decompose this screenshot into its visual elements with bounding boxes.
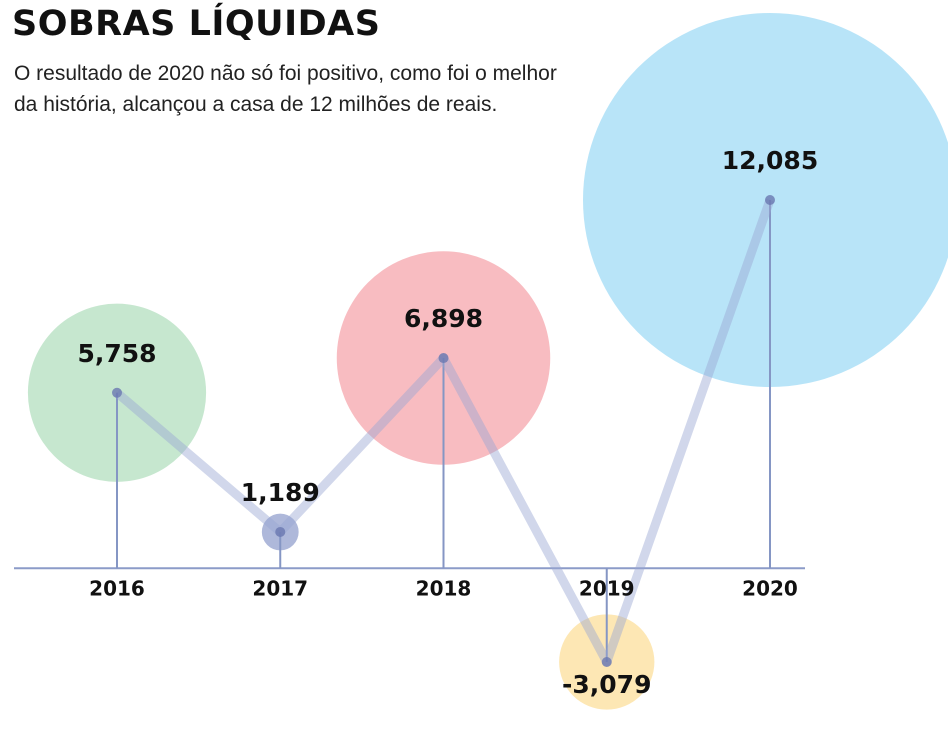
x-tick-label: 2016 (89, 577, 145, 601)
value-label: 5,758 (77, 339, 156, 368)
point (438, 353, 449, 364)
value-label: -3,079 (562, 670, 651, 699)
chart-title: SOBRAS LÍQUIDAS (12, 4, 381, 44)
value-label: 1,189 (241, 478, 320, 507)
point (112, 387, 122, 398)
point (275, 526, 286, 537)
value-label: 6,898 (404, 304, 483, 333)
point (601, 657, 612, 667)
x-tick-label: 2019 (579, 577, 635, 601)
point (765, 195, 775, 205)
x-tick-label: 2017 (252, 577, 308, 601)
x-tick-label: 2018 (416, 577, 472, 601)
value-label: 12,085 (722, 146, 818, 175)
x-tick-label: 2020 (742, 577, 798, 601)
chart-subtitle: O resultado de 2020 não só foi positivo,… (14, 62, 557, 116)
